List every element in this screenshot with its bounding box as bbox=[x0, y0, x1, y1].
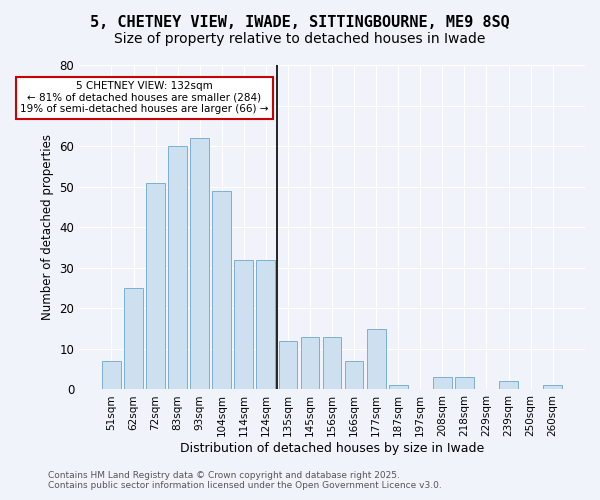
Bar bbox=[212, 190, 231, 390]
Text: Contains HM Land Registry data © Crown copyright and database right 2025.
Contai: Contains HM Land Registry data © Crown c… bbox=[48, 470, 442, 490]
Bar bbox=[190, 138, 209, 390]
Bar bbox=[146, 182, 165, 390]
Bar bbox=[345, 361, 364, 390]
X-axis label: Distribution of detached houses by size in Iwade: Distribution of detached houses by size … bbox=[180, 442, 484, 455]
Bar bbox=[389, 386, 407, 390]
Y-axis label: Number of detached properties: Number of detached properties bbox=[41, 134, 54, 320]
Bar bbox=[433, 378, 452, 390]
Text: Size of property relative to detached houses in Iwade: Size of property relative to detached ho… bbox=[115, 32, 485, 46]
Bar bbox=[168, 146, 187, 390]
Bar bbox=[256, 260, 275, 390]
Bar bbox=[367, 328, 386, 390]
Bar bbox=[301, 336, 319, 390]
Bar bbox=[278, 341, 298, 390]
Bar bbox=[499, 382, 518, 390]
Text: 5 CHETNEY VIEW: 132sqm
← 81% of detached houses are smaller (284)
19% of semi-de: 5 CHETNEY VIEW: 132sqm ← 81% of detached… bbox=[20, 81, 269, 114]
Text: 5, CHETNEY VIEW, IWADE, SITTINGBOURNE, ME9 8SQ: 5, CHETNEY VIEW, IWADE, SITTINGBOURNE, M… bbox=[90, 15, 510, 30]
Bar bbox=[235, 260, 253, 390]
Bar bbox=[124, 288, 143, 390]
Bar bbox=[323, 336, 341, 390]
Bar bbox=[455, 378, 474, 390]
Bar bbox=[543, 386, 562, 390]
Bar bbox=[102, 361, 121, 390]
